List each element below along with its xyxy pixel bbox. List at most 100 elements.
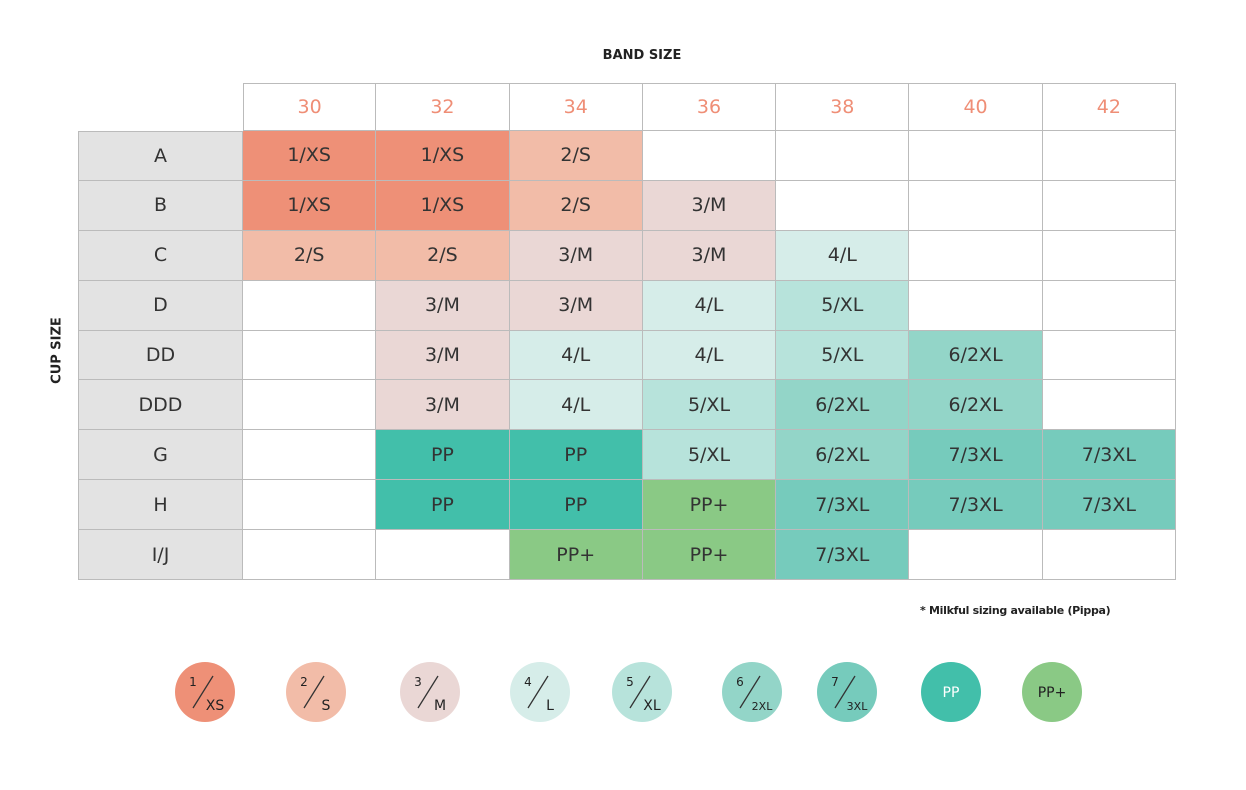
legend-bottom: XS xyxy=(206,698,225,714)
size-cell: 3/M xyxy=(642,230,777,281)
column-header: 40 xyxy=(909,83,1043,131)
size-cell xyxy=(243,380,377,431)
size-cell xyxy=(1042,380,1176,431)
legend-bottom: M xyxy=(434,698,446,714)
size-cell xyxy=(909,280,1043,331)
size-cell xyxy=(909,230,1043,281)
legend-bottom: XL xyxy=(643,698,661,714)
size-cell: 1/XS xyxy=(376,131,510,181)
legend-swatch xyxy=(175,662,235,722)
legend-swatch xyxy=(400,662,460,722)
legend-slash xyxy=(739,675,761,709)
size-cell: PP xyxy=(376,430,510,481)
cup-label: D xyxy=(78,280,243,331)
size-cell xyxy=(642,131,777,181)
column-header: 32 xyxy=(376,83,510,131)
legend-label: PP xyxy=(943,685,960,701)
size-cell: 5/XL xyxy=(776,280,910,331)
size-cell: 5/XL xyxy=(642,380,777,431)
size-cell: 7/3XL xyxy=(1042,430,1176,481)
size-cell: 7/3XL xyxy=(776,480,910,531)
cup-label: H xyxy=(78,480,243,531)
size-cell: 6/2XL xyxy=(909,380,1043,431)
size-cell: 7/3XL xyxy=(776,530,910,580)
size-cell xyxy=(243,480,377,531)
legend-top: 6 xyxy=(736,675,744,689)
size-cell: 3/M xyxy=(376,280,510,331)
size-cell xyxy=(1042,180,1176,231)
size-cell xyxy=(1042,530,1176,580)
legend-top: 4 xyxy=(524,675,532,689)
size-cell: 4/L xyxy=(642,280,777,331)
legend-bottom: 2XL xyxy=(752,700,774,713)
size-cell xyxy=(376,530,510,580)
cup-label: DD xyxy=(78,330,243,381)
size-cell xyxy=(1042,330,1176,381)
legend-swatch xyxy=(510,662,570,722)
size-cell: 2/S xyxy=(376,230,510,281)
legend-bottom: 3XL xyxy=(847,700,869,713)
legend: 1 XS 2S 3M 4L 5 XL 6 2XL 7 3XL PP PP+ xyxy=(175,662,1082,722)
size-cell: 1/XS xyxy=(243,180,377,231)
cup-label: B xyxy=(78,180,243,231)
size-cell: PP+ xyxy=(642,480,777,531)
size-cell: PP+ xyxy=(642,530,777,580)
cup-size-label: CUP SIZE xyxy=(49,317,65,384)
size-cell: 7/3XL xyxy=(909,430,1043,481)
size-cell: 6/2XL xyxy=(776,380,910,431)
legend-bottom: L xyxy=(546,698,554,714)
size-cell: PP xyxy=(509,480,643,531)
legend-swatch xyxy=(286,662,346,722)
size-cell xyxy=(1042,280,1176,331)
legend-slash xyxy=(303,675,325,709)
legend-swatch xyxy=(817,662,877,722)
legend-top: 2 xyxy=(300,675,308,689)
size-cell xyxy=(1042,131,1176,181)
legend-top: 5 xyxy=(626,675,634,689)
column-header: 42 xyxy=(1042,83,1176,131)
column-header: 36 xyxy=(642,83,777,131)
cup-label: A xyxy=(78,131,243,181)
size-cell: 5/XL xyxy=(642,430,777,481)
size-cell: 3/M xyxy=(509,280,643,331)
legend-top: 3 xyxy=(414,675,422,689)
size-cell: PP+ xyxy=(509,530,643,580)
size-cell: 3/M xyxy=(376,330,510,381)
note: * Milkful sizing available (Pippa) xyxy=(920,604,1111,617)
size-cell xyxy=(909,180,1043,231)
size-cell: 1/XS xyxy=(376,180,510,231)
size-cell xyxy=(243,430,377,481)
cup-label: C xyxy=(78,230,243,281)
size-cell xyxy=(776,180,910,231)
size-cell: 4/L xyxy=(509,330,643,381)
legend-slash xyxy=(629,675,651,709)
legend-bottom: S xyxy=(322,698,331,714)
legend-swatch xyxy=(921,662,981,722)
cup-label: I/J xyxy=(78,530,243,580)
size-cell: 3/M xyxy=(509,230,643,281)
size-cell: 2/S xyxy=(243,230,377,281)
legend-label: PP+ xyxy=(1038,685,1067,701)
size-cell xyxy=(909,530,1043,580)
size-cell: PP xyxy=(509,430,643,481)
legend-slash xyxy=(417,675,439,709)
size-cell: 6/2XL xyxy=(776,430,910,481)
column-header: 30 xyxy=(243,83,377,131)
column-header: 34 xyxy=(509,83,643,131)
size-cell: 4/L xyxy=(642,330,777,381)
size-cell: 1/XS xyxy=(243,131,377,181)
size-cell: 3/M xyxy=(642,180,777,231)
cup-label: G xyxy=(78,430,243,481)
legend-swatch xyxy=(612,662,672,722)
size-cell: 7/3XL xyxy=(1042,480,1176,531)
legend-top: 1 xyxy=(189,675,197,689)
legend-slash xyxy=(192,675,214,709)
band-size-label: BAND SIZE xyxy=(602,48,682,63)
legend-swatch xyxy=(1022,662,1082,722)
size-cell: 3/M xyxy=(376,380,510,431)
legend-top: 7 xyxy=(831,675,839,689)
legend-slash xyxy=(527,675,549,709)
size-cell xyxy=(1042,230,1176,281)
size-cell xyxy=(243,330,377,381)
